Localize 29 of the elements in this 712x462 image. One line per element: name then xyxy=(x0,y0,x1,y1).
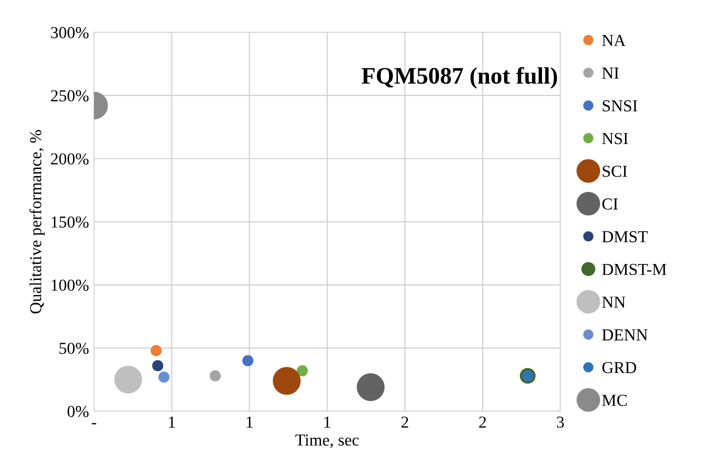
legend-label: GRD xyxy=(602,362,636,374)
y-tick-label: 150% xyxy=(52,216,89,228)
legend-label: SCI xyxy=(602,166,628,177)
legend-label: NI xyxy=(602,68,619,79)
x-tick-label: 3 xyxy=(556,416,564,428)
legend-label: DMST-M xyxy=(602,264,666,276)
y-axis-title: Qualitative performance, % xyxy=(29,130,45,314)
x-tick-label: 2 xyxy=(479,416,486,428)
y-tick-label: 250% xyxy=(50,90,89,102)
x-tick-label: 1 xyxy=(324,416,330,428)
x-axis-title: Time, sec xyxy=(295,434,359,448)
legend-label: CI xyxy=(602,198,618,210)
x-tick-label: 2 xyxy=(401,416,408,428)
legend-label: NSI xyxy=(602,132,628,144)
legend-label: DENN xyxy=(602,329,648,340)
legend-label: NA xyxy=(602,34,626,46)
y-tick-label: 0% xyxy=(68,406,89,418)
legend-label: SNSI xyxy=(602,100,638,112)
y-tick-label: 200% xyxy=(50,153,89,165)
legend-label: MC xyxy=(602,394,627,406)
y-tick-label: 300% xyxy=(51,27,89,38)
text: FQM5087 (not full) xyxy=(362,66,557,89)
x-tick-label: 1 xyxy=(246,416,253,428)
legend-label: NN xyxy=(602,296,626,308)
x-tick-label: - xyxy=(92,423,96,424)
y-tick-label: 50% xyxy=(60,342,89,354)
legend-label: DMST xyxy=(602,231,648,242)
y-tick-label: 100% xyxy=(52,280,89,291)
x-tick-label: 1 xyxy=(169,416,175,428)
